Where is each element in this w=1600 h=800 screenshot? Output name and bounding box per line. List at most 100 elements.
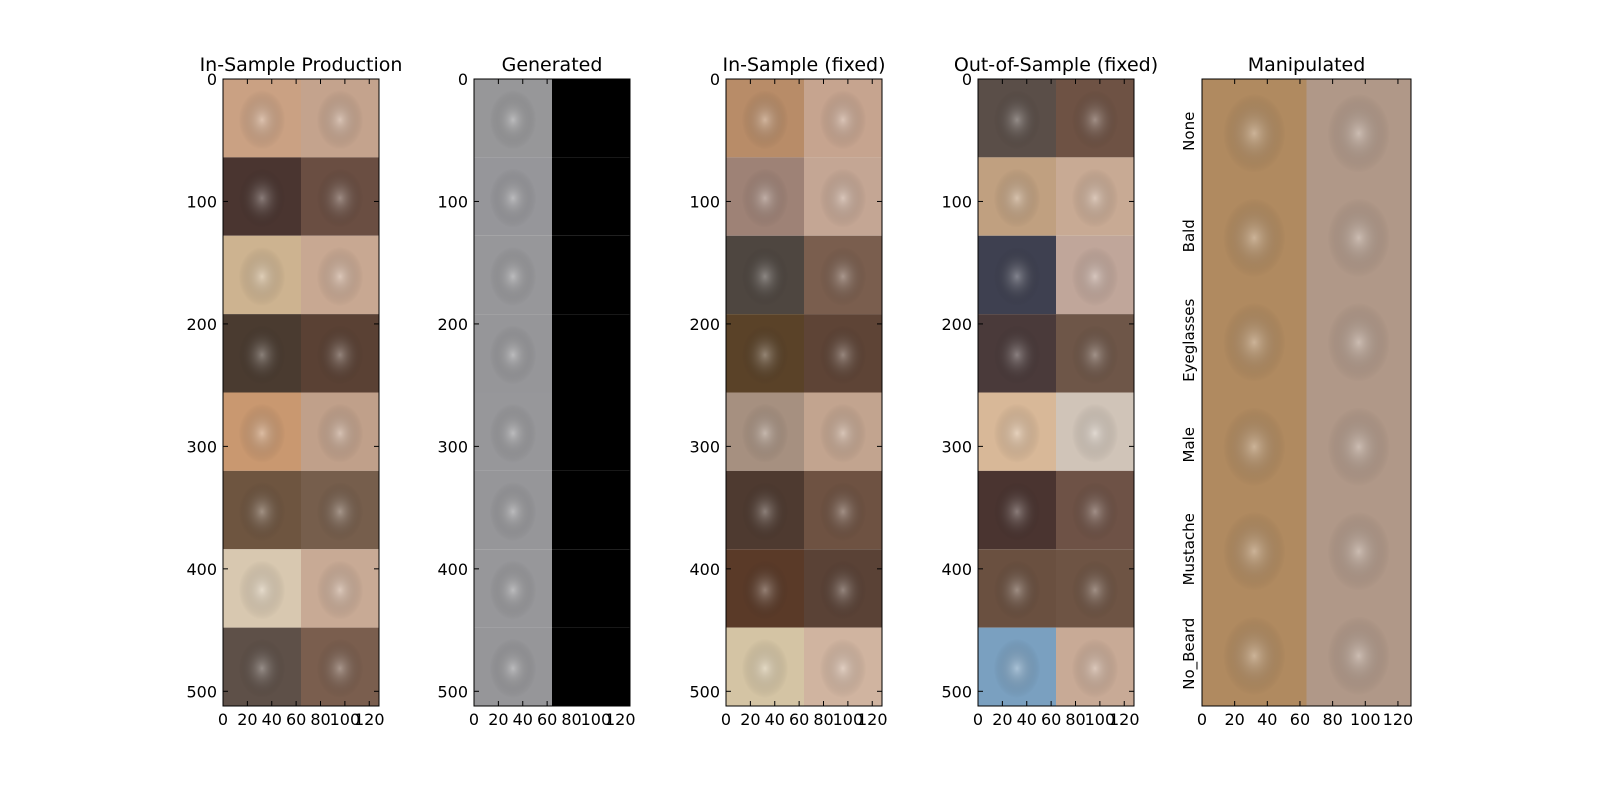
image-tile: [552, 157, 630, 236]
image-tile-shade: [741, 168, 789, 228]
image-tile: [552, 314, 630, 393]
y-tick-label: 400: [941, 560, 972, 579]
y-tick-label: 100: [689, 192, 720, 211]
image-tile-shade: [993, 560, 1041, 620]
y-tick-label: 300: [941, 437, 972, 456]
image-tile-shade: [238, 325, 286, 385]
image-tile-shade: [489, 246, 537, 307]
image-tile-shade: [489, 638, 537, 699]
image-tile-shade: [238, 168, 286, 228]
row-label: Eyeglasses: [1180, 298, 1198, 381]
image-tile-shade: [316, 325, 364, 385]
x-tick-label: 20: [1224, 710, 1244, 729]
image-tile-shade: [741, 403, 789, 464]
image-tile-shade: [316, 168, 364, 228]
image-tile-shade: [741, 638, 789, 699]
axes-frame: [725, 78, 883, 707]
image-tile-shade: [238, 246, 286, 307]
y-tick-label: 200: [437, 315, 468, 334]
y-tick-label: 200: [689, 315, 720, 334]
x-tick-label: 100: [330, 710, 361, 729]
image-tile: [552, 470, 630, 550]
x-tick-label: 80: [813, 710, 833, 729]
image-tile-shade: [1071, 403, 1119, 464]
y-tick-label: 0: [458, 70, 468, 89]
x-tick-label: 40: [1257, 710, 1277, 729]
y-tick-label: 300: [437, 437, 468, 456]
image-tile-shade: [819, 403, 867, 464]
x-tick-label: 40: [765, 710, 785, 729]
image-tile-shade: [1071, 89, 1119, 150]
axes-frame: [222, 78, 380, 707]
image-tile-shade: [316, 638, 364, 699]
panel-title: In-Sample (fixed): [723, 54, 886, 76]
image-tile-shade: [819, 325, 867, 385]
y-tick-label: 400: [689, 560, 720, 579]
x-tick-label: 80: [561, 710, 581, 729]
y-tick-label: 400: [186, 560, 217, 579]
x-tick-label: 120: [1109, 710, 1140, 729]
image-tile-shade: [489, 481, 537, 542]
y-tick-label: 100: [941, 192, 972, 211]
image-tile-shade: [489, 403, 537, 464]
image-tile-shade: [238, 403, 286, 464]
panel-2: In-Sample (fixed)0 20 40 60 8010012001002003…: [689, 54, 887, 729]
image-tile: [552, 79, 630, 158]
image-tile-shade: [819, 481, 867, 542]
image-tile-shade: [238, 638, 286, 699]
y-tick-label: 0: [207, 70, 217, 89]
image-tile-shade: [316, 246, 364, 307]
image-tile-shade: [1222, 407, 1286, 487]
image-tile-shade: [1071, 325, 1119, 385]
y-tick-label: 100: [437, 192, 468, 211]
image-tile: [552, 627, 630, 706]
y-tick-label: 300: [689, 437, 720, 456]
image-tile-shade: [819, 89, 867, 150]
image-tile-shade: [1327, 198, 1391, 278]
image-tile-shade: [1327, 302, 1391, 383]
image-tile-shade: [1071, 481, 1119, 542]
x-tick-label: 20: [488, 710, 508, 729]
image-tile-shade: [238, 89, 286, 150]
image-tile-shade: [741, 325, 789, 385]
image-tile-shade: [1071, 168, 1119, 228]
x-tick-label: 0: [721, 710, 731, 729]
y-tick-label: 400: [437, 560, 468, 579]
panel-4: Manipulated 0 20 40 60 80 100 120 None Bald Eyegla…: [1180, 54, 1413, 729]
image-tile-shade: [316, 403, 364, 464]
row-label: Bald: [1180, 219, 1198, 252]
image-tile-shade: [489, 168, 537, 228]
x-tick-label: 120: [605, 710, 636, 729]
x-tick-label: 80: [310, 710, 330, 729]
axes-frame: [1201, 78, 1412, 707]
image-tile-shade: [993, 481, 1041, 542]
y-tick-label: 500: [437, 682, 468, 701]
x-tick-label: 0: [973, 710, 983, 729]
x-tick-label: 100: [1350, 710, 1381, 729]
panel-title: In-Sample Production: [200, 54, 403, 76]
image-tile-shade: [1222, 198, 1286, 278]
image-tile-shade: [819, 246, 867, 307]
image-tile-shade: [993, 325, 1041, 385]
x-tick-label: 80: [1322, 710, 1342, 729]
x-tick-label: 60: [1041, 710, 1061, 729]
image-tile-shade: [1222, 616, 1286, 696]
row-label: Male: [1180, 427, 1198, 463]
image-tile-shade: [1222, 511, 1286, 592]
image-tile-shade: [1222, 93, 1286, 174]
image-tile-shade: [1327, 93, 1391, 174]
image-tile-shade: [1327, 511, 1391, 592]
x-tick-label: 60: [789, 710, 809, 729]
x-tick-label: 40: [262, 710, 282, 729]
image-tile-shade: [1327, 616, 1391, 696]
x-tick-label: 120: [354, 710, 385, 729]
image-tile-shade: [993, 638, 1041, 699]
y-tick-label: 500: [941, 682, 972, 701]
axes-frame: [977, 78, 1135, 707]
x-tick-label: 0: [469, 710, 479, 729]
y-tick-label: 500: [186, 682, 217, 701]
image-tile-shade: [819, 638, 867, 699]
